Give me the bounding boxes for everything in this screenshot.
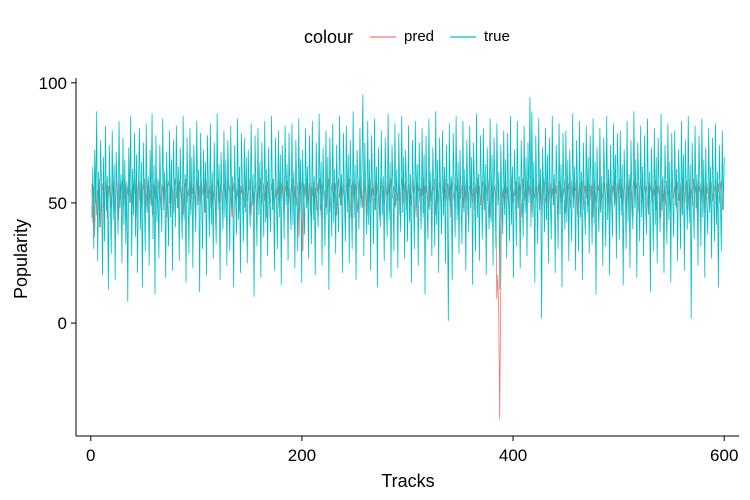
y-tick-label: 0 (58, 314, 67, 333)
plot-area (91, 94, 725, 420)
legend: colour pred true (304, 27, 510, 47)
legend-title: colour (304, 27, 353, 47)
y-axis-title: Popularity (11, 219, 31, 299)
x-axis-ticks: 0 200 400 600 (86, 436, 738, 465)
series-layer (91, 94, 725, 420)
y-tick-label: 100 (39, 74, 67, 93)
x-tick-label: 400 (499, 446, 527, 465)
legend-label-pred: pred (404, 28, 434, 45)
series-line-true (91, 94, 725, 322)
x-tick-label: 600 (710, 446, 738, 465)
y-axis-ticks: 0 50 100 (39, 74, 76, 333)
legend-label-true: true (484, 28, 510, 45)
x-tick-label: 200 (288, 446, 316, 465)
x-axis-title: Tracks (381, 471, 434, 491)
y-tick-label: 50 (48, 194, 67, 213)
x-tick-label: 0 (86, 446, 95, 465)
